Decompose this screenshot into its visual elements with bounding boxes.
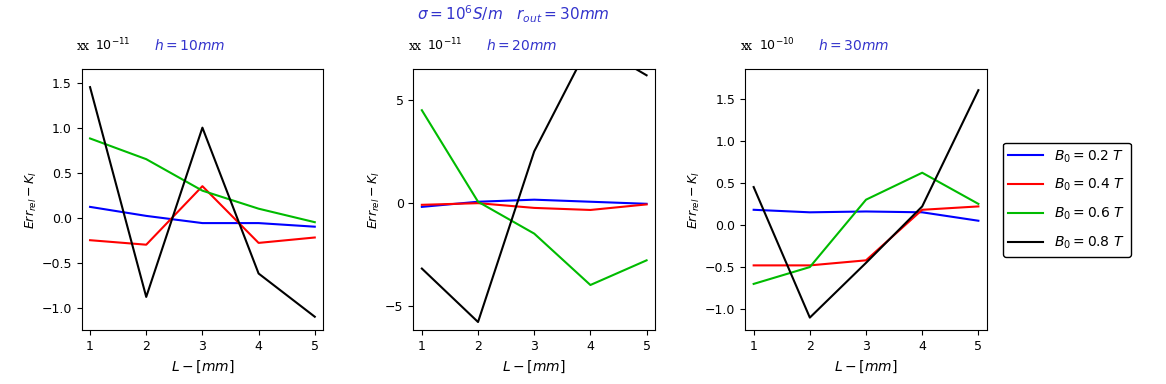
Text: x: x (414, 40, 421, 53)
Y-axis label: $Err_{rel} - K_I$: $Err_{rel} - K_I$ (687, 171, 702, 228)
X-axis label: $L - [mm]$: $L - [mm]$ (170, 359, 234, 375)
Text: $10^{-11}$: $10^{-11}$ (427, 37, 463, 53)
Text: x: x (82, 40, 89, 53)
Text: $h = 30mm$: $h = 30mm$ (817, 38, 890, 53)
Text: x: x (740, 40, 747, 53)
X-axis label: $L - [mm]$: $L - [mm]$ (834, 359, 898, 375)
Text: $10^{-11}$: $10^{-11}$ (94, 37, 131, 53)
Text: x: x (408, 40, 415, 53)
Text: x: x (745, 40, 752, 53)
Y-axis label: $Err_{rel} - K_I$: $Err_{rel} - K_I$ (367, 171, 382, 228)
Legend: $B_0 = 0.2\ T$, $B_0 = 0.4\ T$, $B_0 = 0.6\ T$, $B_0 = 0.8\ T$: $B_0 = 0.2\ T$, $B_0 = 0.4\ T$, $B_0 = 0… (1003, 142, 1131, 257)
X-axis label: $L - [mm]$: $L - [mm]$ (503, 359, 566, 375)
Text: $\sigma = 10^6 S/m \quad r_{out} = 30mm$: $\sigma = 10^6 S/m \quad r_{out} = 30mm$ (416, 4, 610, 25)
Y-axis label: $Err_{rel} - K_I$: $Err_{rel} - K_I$ (23, 171, 38, 228)
Text: $h = 10mm$: $h = 10mm$ (154, 38, 226, 53)
Text: $h = 20mm$: $h = 20mm$ (486, 38, 557, 53)
Text: $10^{-10}$: $10^{-10}$ (759, 37, 794, 53)
Text: x: x (77, 40, 84, 53)
